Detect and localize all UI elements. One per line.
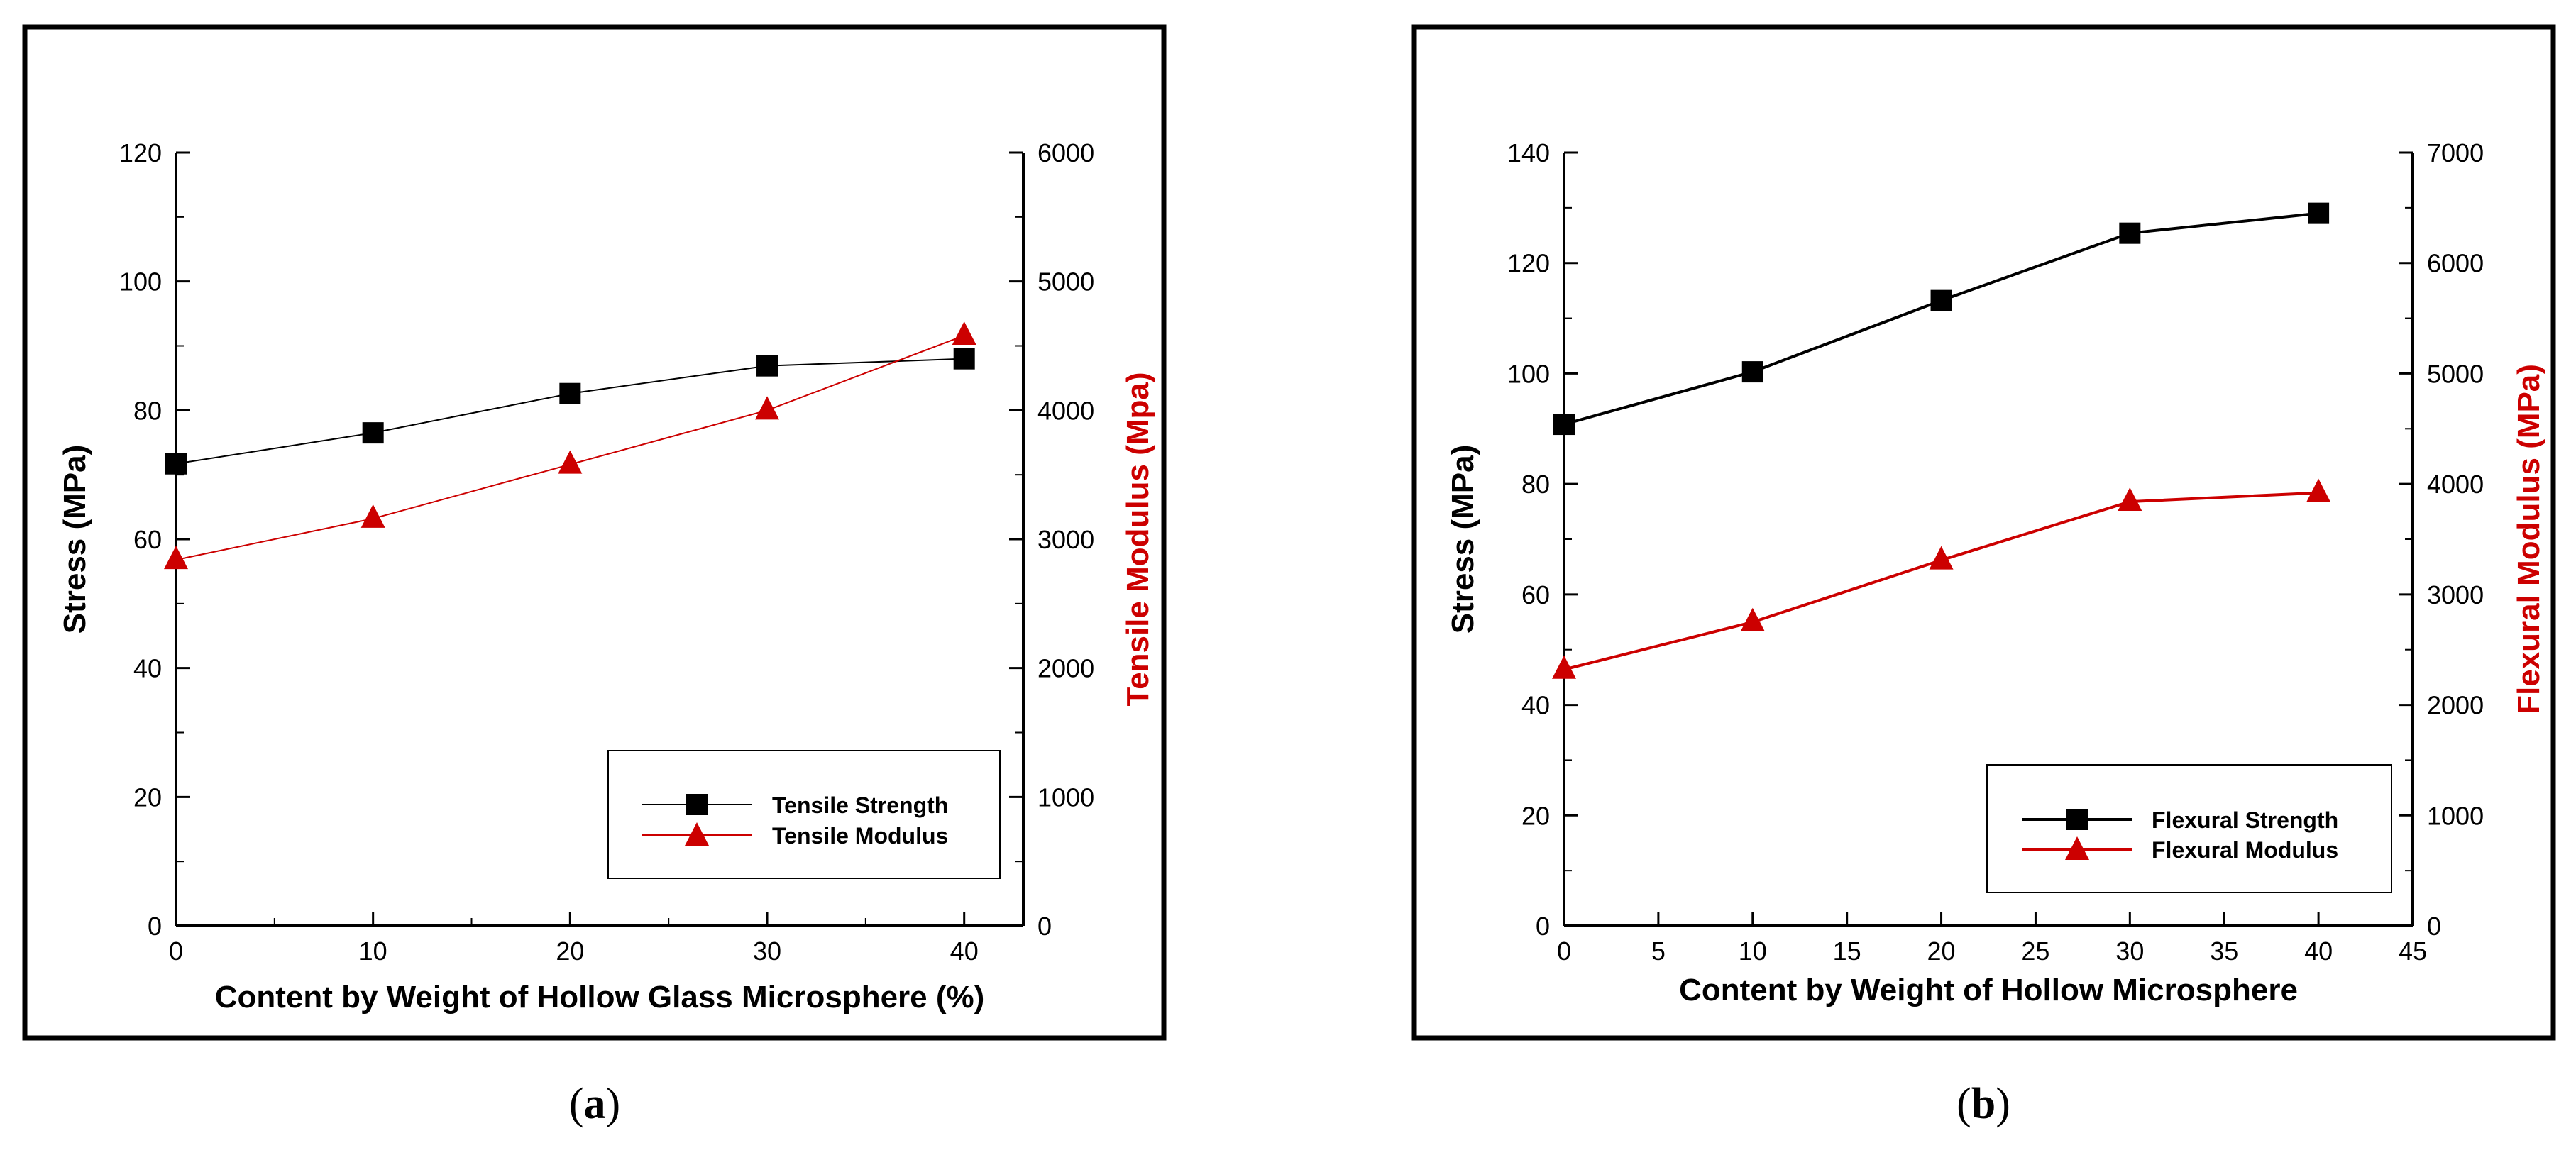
x-tick-label: 30 (2115, 937, 2144, 966)
data-point-square (362, 422, 384, 444)
data-point-triangle (2118, 487, 2142, 512)
y2-tick-label: 6000 (1037, 138, 1094, 167)
x-tick-label: 0 (169, 937, 183, 966)
x-tick-label: 10 (359, 937, 387, 966)
legend-marker-flexural-strength (2066, 809, 2088, 830)
data-point-square (165, 453, 187, 475)
data-point-triangle (1740, 607, 1765, 631)
x-tick-label: 5 (1651, 937, 1666, 966)
y-tick-label: 120 (119, 138, 162, 167)
legend-marker-tensile-modulus (685, 822, 709, 846)
x-tick-label: 30 (753, 937, 781, 966)
data-point-triangle (164, 546, 188, 570)
y-tick-label: 60 (1521, 580, 1550, 609)
panel-a-caption-letter: a (584, 1080, 606, 1128)
y2-tick-label: 3000 (2427, 580, 2484, 609)
y-tick-label: 140 (1507, 138, 1550, 167)
panel-a-x-axis-title: Content by Weight of Hollow Glass Micros… (215, 980, 985, 1015)
legend-label-flexural-strength: Flexural Strength (2152, 807, 2338, 833)
panel-b-legend-box (1986, 764, 2392, 893)
data-point-square (1553, 414, 1575, 436)
data-point-square (953, 348, 975, 370)
data-point-triangle (952, 321, 976, 345)
panel-a-caption: (a) (569, 1080, 620, 1128)
y2-tick-label: 5000 (1037, 267, 1094, 297)
legend-marker-flexural-modulus (2065, 836, 2089, 860)
y-tick-label: 100 (1507, 359, 1550, 388)
data-point-square (2308, 202, 2330, 224)
legend-label-tensile-strength: Tensile Strength (772, 792, 948, 818)
y2-tick-label: 3000 (1037, 525, 1094, 554)
y2-tick-label: 4000 (1037, 396, 1094, 425)
y-tick-label: 40 (133, 654, 162, 683)
panel-a-legend: Tensile Strength Tensile Modulus (607, 750, 1001, 879)
panel-b-y2-axis-title: Flexural Modulus (MPa) (2511, 364, 2546, 714)
panel-a-frame (22, 24, 1167, 1041)
y-tick-label: 40 (1521, 691, 1550, 720)
panel-b: 0204060801001201400100020003000400050006… (1411, 24, 2556, 1128)
y-tick-label: 20 (1521, 801, 1550, 830)
legend-label-tensile-modulus: Tensile Modulus (772, 823, 948, 849)
panel-a-legend-box (607, 750, 1001, 879)
panel-b-caption-letter: b (1971, 1080, 1996, 1128)
data-point-square (559, 382, 581, 404)
y2-tick-label: 0 (2427, 912, 2441, 941)
y2-tick-label: 7000 (2427, 138, 2484, 167)
panel-b-markers (1552, 202, 2331, 679)
y-tick-label: 0 (1536, 912, 1550, 941)
panel-a-y2-axis-title: Tensile Modulus (Mpa) (1121, 372, 1155, 707)
panel-a-ticks: 0204060801001200100020003000400050006000… (119, 138, 1094, 966)
x-tick-label: 35 (2210, 937, 2238, 966)
data-point-triangle (755, 396, 780, 420)
data-point-triangle (1929, 546, 1954, 570)
panel-b-y-axis-title: Stress (MPa) (1446, 445, 1480, 634)
data-point-triangle (1552, 655, 1576, 679)
y-tick-label: 120 (1507, 249, 1550, 278)
y-tick-label: 60 (133, 525, 162, 554)
panel-b-caption: (b) (1956, 1080, 2010, 1128)
panel-b-x-axis-title: Content by Weight of Hollow Microsphere (1679, 973, 2298, 1007)
y2-tick-label: 6000 (2427, 249, 2484, 278)
panel-a: 0204060801001200100020003000400050006000… (22, 24, 1167, 1128)
y-tick-label: 80 (1521, 470, 1550, 499)
data-point-square (1741, 361, 1763, 383)
data-point-triangle (360, 504, 385, 528)
panel-a-markers (164, 321, 976, 570)
panel-b-legend: Flexural Strength Flexural Modulus (1986, 764, 2392, 893)
x-tick-label: 0 (1557, 937, 1571, 966)
y-tick-label: 20 (133, 783, 162, 812)
y2-tick-label: 2000 (1037, 654, 1094, 683)
data-point-square (2119, 222, 2141, 244)
panel-b-ticks: 0204060801001201400100020003000400050006… (1507, 138, 2484, 966)
y-tick-label: 80 (133, 396, 162, 425)
y2-tick-label: 0 (1037, 912, 1052, 941)
legend-label-flexural-modulus: Flexural Modulus (2152, 837, 2338, 863)
y2-tick-label: 1000 (1037, 783, 1094, 812)
data-point-square (756, 355, 778, 377)
legend-marker-tensile-strength (686, 794, 708, 815)
y2-tick-label: 1000 (2427, 801, 2484, 830)
y2-tick-label: 5000 (2427, 359, 2484, 388)
panel-a-y-axis-title: Stress (MPa) (57, 445, 92, 634)
data-point-triangle (2306, 478, 2331, 502)
data-point-triangle (558, 450, 583, 474)
x-tick-label: 45 (2399, 937, 2427, 966)
y-tick-label: 100 (119, 267, 162, 297)
x-tick-label: 40 (950, 937, 979, 966)
x-tick-label: 20 (556, 937, 584, 966)
x-tick-label: 10 (1739, 937, 1767, 966)
x-tick-label: 25 (2021, 937, 2049, 966)
y2-tick-label: 4000 (2427, 470, 2484, 499)
x-tick-label: 40 (2304, 937, 2333, 966)
data-point-square (1930, 289, 1952, 311)
y-tick-label: 0 (148, 912, 162, 941)
x-tick-label: 20 (1927, 937, 1956, 966)
y2-tick-label: 2000 (2427, 691, 2484, 720)
x-tick-label: 15 (1833, 937, 1861, 966)
